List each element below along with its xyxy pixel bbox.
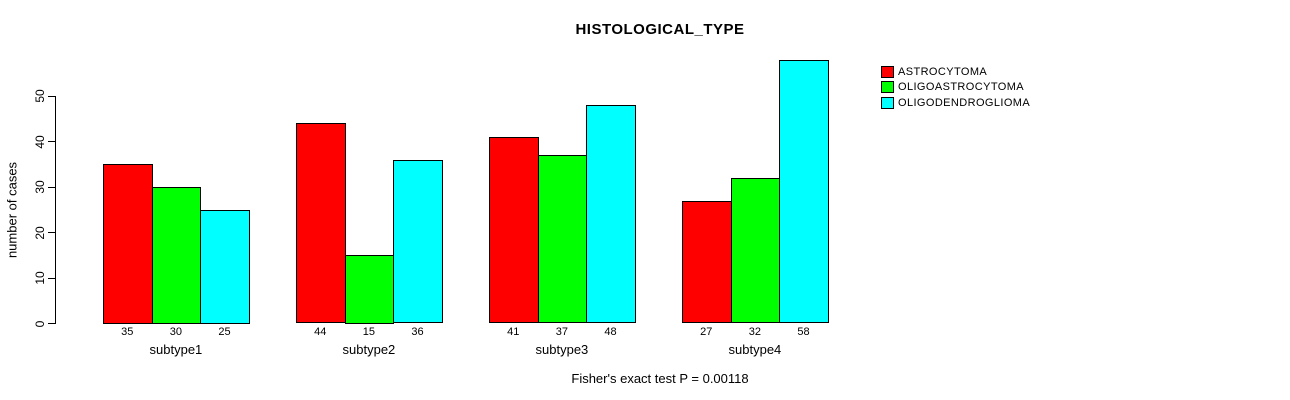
y-axis-tick-label: 50: [33, 89, 47, 103]
chart-annotation: Fisher's exact test P = 0.00118: [571, 371, 749, 386]
bar-value-label: 15: [362, 326, 376, 338]
legend-color-swatch: [881, 81, 894, 94]
chart-title: HISTOLOGICAL_TYPE: [575, 21, 745, 38]
bar-value-label: 41: [507, 326, 520, 338]
bar-oligoastrocytoma-subtype3: [537, 155, 588, 324]
x-axis-category-label: subtype1: [149, 342, 203, 357]
y-axis-tick: [48, 95, 55, 97]
y-axis-tick-label: 30: [33, 180, 47, 194]
bar-oligoastrocytoma-subtype2: [344, 255, 395, 324]
bar-value-label: 58: [797, 326, 810, 338]
y-axis-label: number of cases: [4, 161, 20, 259]
bar-astrocytoma-subtype3: [489, 136, 539, 324]
y-axis-tick-label: 0: [33, 320, 47, 327]
x-axis-category-label: subtype2: [342, 342, 396, 357]
bar-value-label: 36: [411, 326, 424, 338]
bar-value-label: 48: [604, 326, 617, 338]
bar-value-label: 44: [314, 326, 327, 338]
legend-item: ASTROCYTOMA: [881, 64, 1030, 80]
bar-value-label: 30: [169, 326, 183, 338]
y-axis-tick-label: 40: [33, 134, 47, 149]
y-axis-tick: [48, 277, 55, 279]
legend-item: OLIGOASTROCYTOMA: [881, 80, 1030, 96]
bar-oligodendroglioma-subtype2: [393, 159, 443, 324]
y-axis-tick-label: 10: [33, 271, 47, 285]
y-axis-tick: [48, 232, 55, 233]
legend-label: ASTROCYTOMA: [898, 65, 988, 78]
bar-astrocytoma-subtype1: [103, 164, 153, 324]
bar-oligodendroglioma-subtype3: [586, 105, 636, 324]
bar-astrocytoma-subtype2: [296, 123, 346, 324]
x-axis-category-label: subtype3: [535, 342, 589, 357]
legend-item: OLIGODENDROGLIOMA: [881, 95, 1030, 111]
bar-oligoastrocytoma-subtype4: [730, 177, 781, 324]
y-axis-tick: [48, 141, 55, 142]
legend-label: OLIGODENDROGLIOMA: [898, 96, 1031, 109]
bar-value-label: 37: [555, 326, 569, 338]
y-axis-tick: [48, 323, 55, 324]
bar-value-label: 35: [121, 326, 134, 338]
legend-color-swatch: [881, 65, 894, 78]
x-axis-category-label: subtype4: [728, 342, 782, 357]
bar-oligodendroglioma-subtype4: [779, 59, 829, 324]
bar-oligoastrocytoma-subtype1: [151, 187, 202, 324]
bar-astrocytoma-subtype4: [682, 200, 732, 324]
legend-label: OLIGOASTROCYTOMA: [898, 81, 1024, 94]
bar-oligodendroglioma-subtype1: [200, 209, 250, 324]
y-axis-tick: [48, 186, 55, 188]
bar-value-label: 32: [748, 326, 762, 338]
bar-value-label: 27: [700, 326, 713, 338]
legend: ASTROCYTOMA OLIGOASTROCYTOMA OLIGODENDROGL…: [881, 64, 1030, 111]
legend-color-swatch: [881, 96, 894, 109]
y-axis-line: [55, 96, 56, 324]
y-axis-tick-label: 20: [33, 225, 47, 240]
bar-value-label: 25: [218, 326, 231, 338]
